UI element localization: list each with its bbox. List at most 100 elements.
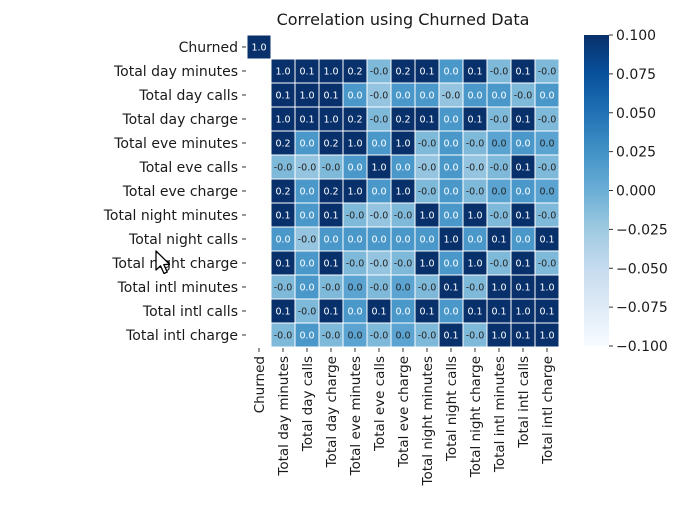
cell-value-label: -0.0 xyxy=(490,163,509,174)
cell-value-label: -0.0 xyxy=(394,259,413,270)
cell-value-label: 0.0 xyxy=(515,187,530,198)
colorbar-gradient xyxy=(584,35,609,346)
cell-value-label: 0.0 xyxy=(491,187,506,198)
cell-value-label: 0.2 xyxy=(323,139,338,150)
cell-value-label: -0.0 xyxy=(346,259,365,270)
cell-value-label: 0.0 xyxy=(491,91,506,102)
row-label: Total eve minutes xyxy=(113,136,238,152)
heatmap-cell xyxy=(342,82,368,108)
heatmap-cell xyxy=(270,82,296,108)
cell-value-label: 1.0 xyxy=(371,163,386,174)
heatmap-cells: 1.0 1.0 0.1 1.0 0.2 -0.0 0.2 0.1 0.0 0.1 -0.0 0.1 -0… xyxy=(246,34,560,348)
cell-value-label: -0.0 xyxy=(538,211,557,222)
cell-value-label: -0.0 xyxy=(418,283,437,294)
heatmap-cell xyxy=(366,178,392,204)
cell-value-label: 0.0 xyxy=(443,67,458,78)
heatmap-cell xyxy=(390,82,416,108)
heatmap-cell xyxy=(390,202,416,228)
cell-value-label: -0.0 xyxy=(370,283,389,294)
cell-value-label: 0.0 xyxy=(299,283,314,294)
heatmap-cell xyxy=(534,274,560,300)
row-label: Total night calls xyxy=(128,232,238,248)
cell-value-label: -0.0 xyxy=(418,331,437,342)
cell-value-label: 0.0 xyxy=(395,235,410,246)
cell-value-label: 0.1 xyxy=(371,307,386,318)
cell-value-label: 1.0 xyxy=(491,283,506,294)
heatmap-cell xyxy=(462,130,488,156)
heatmap-cell xyxy=(366,322,392,348)
cell-value-label: 0.0 xyxy=(419,235,434,246)
cell-value-label: 0.1 xyxy=(515,283,530,294)
column-label: Total night charge xyxy=(468,356,484,478)
heatmap-cell xyxy=(342,106,368,132)
heatmap-cell xyxy=(510,178,536,204)
cell-value-label: -0.0 xyxy=(370,211,389,222)
cell-value-label: 0.0 xyxy=(371,235,386,246)
colorbar-tick-label: 0.100 xyxy=(616,28,656,44)
cell-value-label: -0.0 xyxy=(322,163,341,174)
heatmap-cell xyxy=(510,106,536,132)
heatmap-cell xyxy=(486,154,512,180)
heatmap-cell xyxy=(414,298,440,324)
cell-value-label: 0.0 xyxy=(515,235,530,246)
heatmap-cell xyxy=(270,202,296,228)
heatmap-cell xyxy=(486,322,512,348)
cell-value-label: 0.0 xyxy=(347,283,362,294)
heatmap-cell xyxy=(510,250,536,276)
cell-value-label: 0.0 xyxy=(347,307,362,318)
cell-value-label: 1.0 xyxy=(515,307,530,318)
cell-value-label: 0.1 xyxy=(323,259,338,270)
cell-value-label: 0.2 xyxy=(395,67,410,78)
heatmap-cell xyxy=(390,154,416,180)
cell-value-label: -0.0 xyxy=(466,163,485,174)
cell-value-label: 0.0 xyxy=(443,259,458,270)
cell-value-label: -0.0 xyxy=(490,67,509,78)
heatmap-cell xyxy=(462,58,488,84)
heatmap-cell xyxy=(366,202,392,228)
cell-value-label: 0.1 xyxy=(467,115,482,126)
cell-value-label: 0.2 xyxy=(395,115,410,126)
cell-value-label: 1.0 xyxy=(347,139,362,150)
cell-value-label: 0.0 xyxy=(491,139,506,150)
cell-value-label: -0.0 xyxy=(274,163,293,174)
cell-value-label: 0.0 xyxy=(467,235,482,246)
cell-value-label: -0.0 xyxy=(466,187,485,198)
heatmap-cell xyxy=(390,274,416,300)
cell-value-label: 0.1 xyxy=(323,307,338,318)
heatmap-cell xyxy=(414,250,440,276)
cell-value-label: -0.0 xyxy=(466,139,485,150)
heatmap-cell xyxy=(534,322,560,348)
row-label: Total day minutes xyxy=(113,64,238,80)
cell-value-label: 0.0 xyxy=(443,307,458,318)
heatmap-cell xyxy=(342,154,368,180)
heatmap-cell xyxy=(246,34,272,60)
cell-value-label: 0.0 xyxy=(467,91,482,102)
row-label: Total day charge xyxy=(121,112,238,128)
heatmap-cell xyxy=(294,154,320,180)
heatmap-cell xyxy=(534,178,560,204)
colorbar-tick-label: 0.000 xyxy=(616,184,656,200)
cell-value-label: 1.0 xyxy=(443,235,458,246)
cell-value-label: 0.0 xyxy=(443,187,458,198)
cell-value-label: 0.1 xyxy=(515,115,530,126)
heatmap-cell xyxy=(510,58,536,84)
heatmap-cell xyxy=(294,202,320,228)
cell-value-label: 1.0 xyxy=(299,91,314,102)
cell-value-label: 0.1 xyxy=(419,67,434,78)
mouse-cursor-icon xyxy=(155,250,171,275)
cell-value-label: 0.1 xyxy=(515,211,530,222)
cell-value-label: 1.0 xyxy=(323,67,338,78)
cell-value-label: 0.0 xyxy=(515,139,530,150)
cell-value-label: 0.0 xyxy=(299,331,314,342)
cell-value-label: -0.0 xyxy=(538,67,557,78)
column-label: Total day calls xyxy=(300,356,316,452)
heatmap-cell xyxy=(510,298,536,324)
heatmap-cell xyxy=(294,250,320,276)
cell-value-label: 0.0 xyxy=(539,139,554,150)
cell-value-label: 0.0 xyxy=(347,91,362,102)
cell-value-label: -0.0 xyxy=(274,331,293,342)
column-label: Total eve minutes xyxy=(348,356,364,476)
cell-value-label: 0.0 xyxy=(395,283,410,294)
cell-value-label: 0.0 xyxy=(299,187,314,198)
heatmap-cell xyxy=(414,154,440,180)
